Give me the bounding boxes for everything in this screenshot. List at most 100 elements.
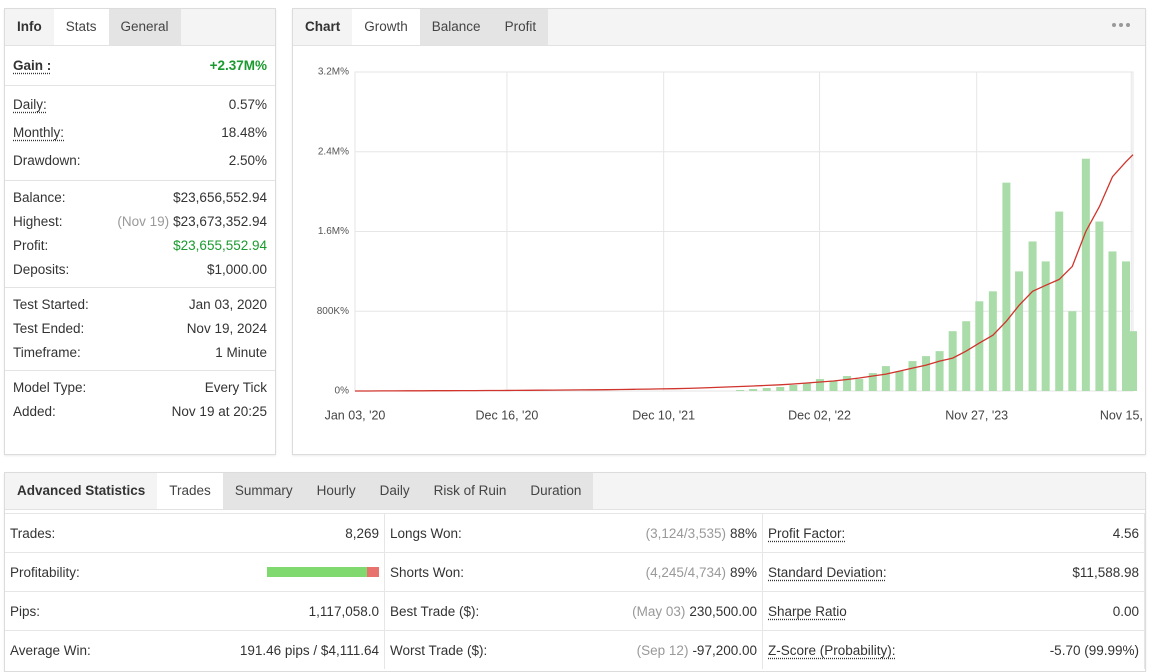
value: $23,655,552.94 [173,238,267,253]
x-tick-label: Dec 02, '22 [788,408,851,422]
table-cell: Pips: 1,117,058.0 [5,592,385,630]
table-cell: Worst Trade ($): (Sep 12) -97,200.00 [385,631,763,669]
note: (4,245/4,734) [645,564,726,580]
value-group: $11,588.98 [1072,565,1139,580]
table-cell: Best Trade ($): (May 03) 230,500.00 [385,592,763,630]
value-group [267,565,379,580]
value: 88% [729,525,757,541]
label: Model Type: [13,380,87,395]
label: Pips: [10,603,41,619]
label: Timeframe: [13,345,81,360]
tab[interactable]: Growth [352,9,420,45]
bar [855,379,864,391]
label: Best Trade ($): [390,603,480,619]
bar [843,376,852,391]
bar [1068,311,1077,391]
table-cell: Standard Deviation: $11,588.98 [763,553,1145,591]
label: Worst Trade ($): [390,642,488,658]
value: 89% [729,564,757,580]
tab-bar: Advanced Statistics Trades Summary Hourl… [5,473,1145,510]
tab-bar: Info Stats General [5,9,275,46]
advanced-panel: Advanced Statistics Trades Summary Hourl… [4,472,1146,672]
tab[interactable]: Chart [293,9,353,45]
tab-bar: Chart Growth Balance Profit [293,9,1145,46]
bar [922,356,931,391]
value: +2.37M% [209,58,267,73]
label: Z-Score (Probability): [768,642,896,658]
value: 1 Minute [215,345,267,360]
tab[interactable]: Profit [492,9,549,45]
tab[interactable]: Hourly [304,473,368,509]
tab[interactable]: General [108,9,181,45]
table-cell: Z-Score (Probability): -5.70 (99.99%) [763,631,1145,669]
bar [802,383,811,391]
bar [789,385,798,391]
bar [908,361,917,391]
value: 4.56 [1112,525,1139,541]
bar [1108,251,1117,391]
bar [895,371,904,391]
value: Nov 19 at 20:25 [171,404,267,419]
menu-icon[interactable] [1111,20,1131,30]
note: (Nov 19) [117,214,170,229]
bar [776,387,785,391]
value: 8,269 [345,525,379,541]
label: Profit Factor: [768,525,846,541]
label: Drawdown: [13,153,81,168]
label: Profit: [13,238,49,253]
tab[interactable]: Advanced Statistics [5,473,158,509]
bar [1055,211,1064,391]
table-cell: Profit Factor: 4.56 [763,514,1145,552]
value-group: (3,124/3,535) 88% [646,526,757,541]
advanced-table: Trades: 8,269 Longs Won: (3,124/3,535) 88% Pr… [5,513,1145,669]
bar [948,331,957,391]
bar [988,291,997,391]
bar [815,379,824,391]
label: Standard Deviation: [768,564,887,580]
x-tick-label: Dec 10, '21 [632,408,695,422]
value: $23,673,352.94 [173,214,267,229]
value-group: 0.00 [1113,604,1139,619]
label: Highest: [13,214,63,229]
value-group: (May 03) 230,500.00 [632,604,757,619]
value: -5.70 (99.99%) [1049,642,1139,658]
bar [829,381,838,391]
note: (May 03) [632,603,686,619]
value: $23,656,552.94 [173,190,267,205]
bar [749,389,758,391]
value-group: 1,117,058.0 [309,604,379,619]
y-tick-label: 2.4M% [318,146,349,157]
profitability-won [267,566,367,577]
tab[interactable]: Balance [419,9,493,45]
label: Profitability: [10,564,80,580]
label: Shorts Won: [390,564,465,580]
bar [1002,182,1011,391]
tab[interactable]: Info [5,9,54,45]
value: $1,000.00 [206,262,267,277]
y-tick-label: 3.2M% [318,67,349,78]
tab[interactable]: Summary [222,473,305,509]
table-row: Profitability: Shorts Won: (4,245/4,734) 89… [5,552,1145,591]
value: Nov 19, 2024 [186,321,267,336]
bar [1081,158,1090,391]
value: 0.57% [228,97,267,112]
bar [1122,261,1131,391]
stat-group: Model Type: Every Tick Added: Nov 19 at 20… [5,370,275,429]
table-row: Trades: 8,269 Longs Won: (3,124/3,535) 88% Pr… [5,513,1145,552]
table-cell: Sharpe Ratio 0.00 [763,592,1145,630]
value: 230,500.00 [689,603,757,619]
value: Jan 03, 2020 [188,297,267,312]
bar [962,321,971,391]
table-row: Average Win: 191.46 pips / $4,111.64 Worst… [5,630,1145,669]
label: Test Started: [13,297,89,312]
label: Added: [13,404,56,419]
tab[interactable]: Daily [367,473,422,509]
tab[interactable]: Risk of Ruin [421,473,519,509]
growth-line [355,154,1134,392]
bar [881,366,890,391]
table-row: Pips: 1,117,058.0 Best Trade ($): (May 03) 2… [5,591,1145,630]
value: $11,588.98 [1072,564,1139,580]
tab[interactable]: Duration [518,473,594,509]
tab[interactable]: Trades [157,473,223,509]
tab[interactable]: Stats [53,9,109,45]
